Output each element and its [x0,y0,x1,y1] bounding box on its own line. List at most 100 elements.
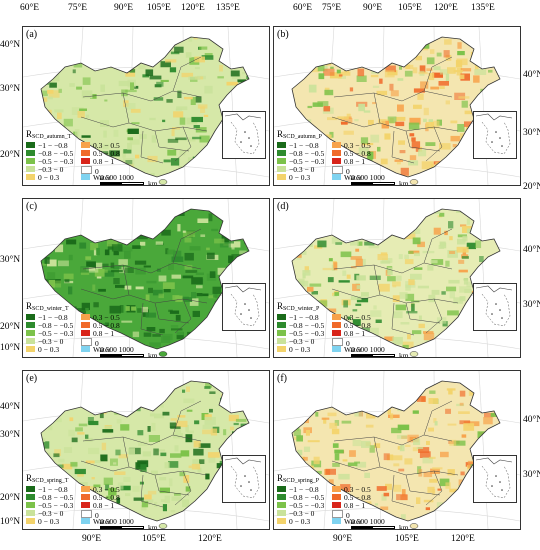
scale-bar-unit: km [399,523,409,530]
legend-item: −0.8 − −0.5 [26,150,73,158]
lat-label-10-e: 10°N [0,517,21,527]
legend-item: 0.3 − 0.5 [332,486,371,494]
legend-item: −0.5 − −0.3 [277,158,324,166]
legend-item: Water [332,174,371,182]
legend-label: −0.3 − 0 [38,165,64,174]
province-border [174,126,192,162]
legend-item: −0.8 − −0.5 [277,322,324,330]
scale-bar-unit: km [399,179,409,186]
legend-item: 0 [81,510,120,519]
map-panel-b: (b) RSCD_autumn_P −1 − −0.8 −0.8 − −0.5 −0.5… [273,26,521,186]
lat-label-20-a: 20°N [0,150,21,160]
legend-item: −1 − −0.8 [277,486,324,494]
lat-label-30-e: 30°N [0,430,21,440]
legend-swatch [26,346,35,352]
legend-label: 0.3 − 0.5 [93,141,120,150]
legend-title: RSCD_winter_P [277,301,320,313]
legend-item: 0.5 − 0.8 [332,494,371,502]
legend-item: −0.3 − 0 [26,510,73,518]
province-border [391,130,415,164]
legend-label: −0.5 − −0.3 [289,329,325,338]
map-panel-e: (e) RSCD_spring_T −1 − −0.8 −0.8 − −0.5 −0.5… [22,370,270,530]
legend-swatch [332,150,341,156]
legend-item: Water [81,518,120,526]
legend-item: 0.3 − 0.5 [81,314,120,322]
province-border [425,126,443,162]
legend-label: 0.3 − 0.5 [344,141,371,150]
province-border [140,130,164,164]
scale-bar-graphic [100,182,144,185]
legend-label: Water [344,517,362,526]
top-lon-label-90: 90°E [114,3,134,13]
legend-label: −1 − −0.8 [38,485,68,494]
legend-swatch [26,158,35,164]
panel-label-e: (e) [26,373,38,384]
legend-swatch [81,166,92,174]
map-panel-d: (d) RSCD_winter_P −1 − −0.8 −0.8 − −0.5 −0.5… [273,198,521,358]
bottom-lon-label-120-right: 120°E [451,534,475,544]
bottom-lon-label-105: 105°E [142,534,166,544]
legend-swatch [277,142,286,148]
legend-a: RSCD_autumn_T −1 − −0.8 −0.8 − −0.5 −0.5 − … [26,129,226,185]
legend-swatch [26,518,35,524]
legend-item: 0 − 0.3 [26,346,73,354]
lat-label-40-a: 40°N [0,40,21,50]
legend-title: RSCD_autumn_T [26,129,72,141]
legend-item: −0.5 − −0.3 [26,502,73,510]
legend-swatch [81,494,90,500]
legend-label: 0.8 − 1 [93,329,115,338]
legend-item: −0.3 − 0 [26,338,73,346]
bottom-lon-label-105-right: 105°E [395,534,419,544]
panel-label-c: (c) [26,201,38,212]
legend-label: 0.5 − 0.8 [93,149,120,158]
province-border [423,400,453,436]
scale-bar-graphic [100,526,144,529]
legend-title: RSCD_spring_T [26,473,69,485]
hainan-island [409,179,419,185]
legend-item: −0.8 − −0.5 [26,322,73,330]
legend-item: 0 − 0.3 [277,174,324,182]
legend-item: 0.3 − 0.5 [332,314,371,322]
legend-swatch [26,314,35,320]
legend-swatch [332,486,341,492]
bottom-lon-label-120: 120°E [198,534,222,544]
province-border [331,460,381,472]
legend-item: 0.8 − 1 [81,330,120,338]
hainan-island [158,179,168,185]
legend-label: 0 [346,511,350,520]
legend-label: 0 [346,339,350,348]
legend-label: 0.8 − 1 [344,501,366,510]
lat-label-30-a: 30°N [0,84,21,94]
top-lon-label-75-right: 75°E [322,3,342,13]
legend-item: 0.3 − 0.5 [81,486,120,494]
legend-item: 0 [81,166,120,175]
legend-item: 0.3 − 0.5 [332,142,371,150]
legend-swatch [277,330,286,336]
country-border [40,36,250,178]
legend-column: 0.3 − 0.5 0.5 − 0.8 0.8 − 1 0 Water [332,314,371,354]
lat-label-40-b: 40°N [523,70,540,80]
legend-swatch [332,314,341,320]
legend-swatch [81,518,90,524]
legend-swatch [277,158,286,164]
legend-swatch [26,338,35,344]
legend-item: −0.5 − −0.3 [26,158,73,166]
province-border [405,474,441,496]
legend-item: −1 − −0.8 [277,314,324,322]
legend-label: −0.8 − −0.5 [289,149,325,158]
legend-swatch [26,174,35,180]
legend-item: −1 − −0.8 [26,142,73,150]
top-lon-label-75: 75°E [68,3,88,13]
legend-item: 0 − 0.3 [26,174,73,182]
legend-f: RSCD_spring_P −1 − −0.8 −0.8 − −0.5 −0.5 − … [277,474,477,530]
top-lon-label-120-right: 120°E [434,3,458,13]
legend-label: −1 − −0.8 [289,313,319,322]
legend-item: 0 [332,510,371,520]
legend-item: 0.5 − 0.8 [81,322,120,330]
legend-swatch [26,150,35,156]
scale-bar-unit: km [399,351,409,358]
legend-column: 0.3 − 0.5 0.5 − 0.8 0.8 − 1 0 Water [81,142,120,182]
